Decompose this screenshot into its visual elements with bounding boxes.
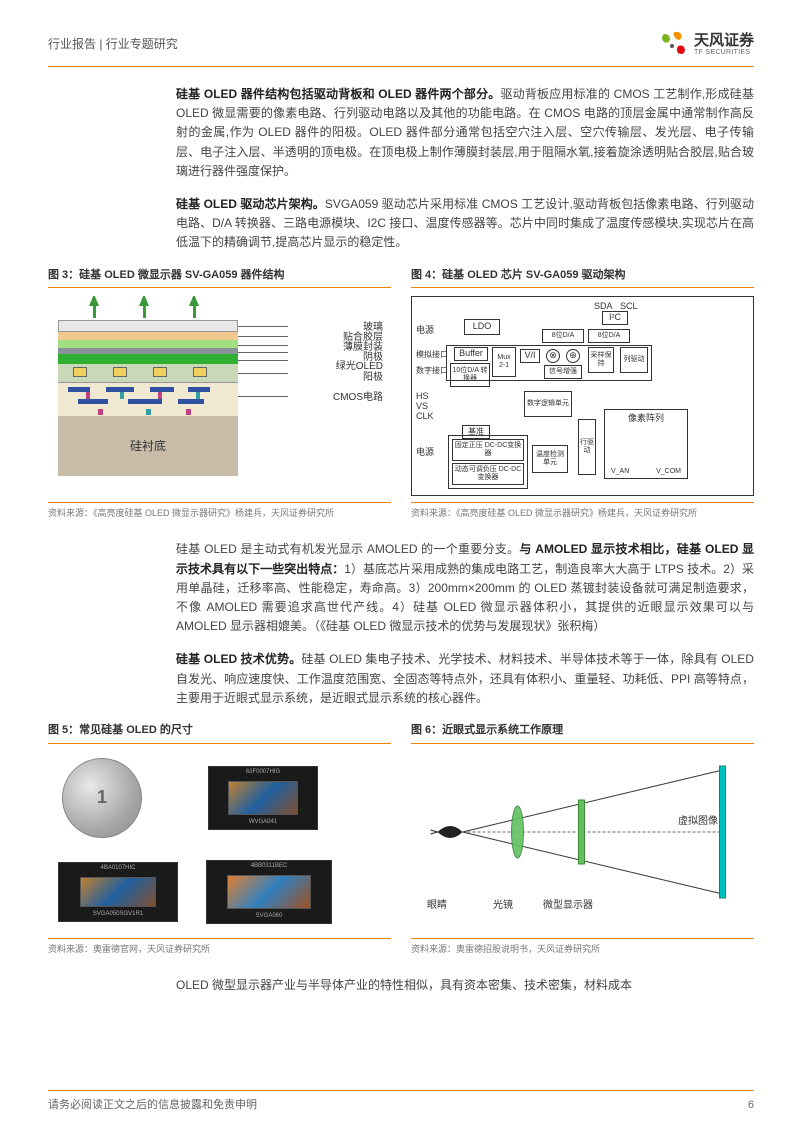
footer-page-num: 6: [748, 1097, 754, 1115]
fig3-source: 资料来源：《高亮度硅基 OLED 微显示器研究》杨建兵，天风证券研究所: [48, 502, 391, 520]
fig6-source: 资料来源：奥雷德招股说明书，天风证券研究所: [411, 938, 754, 956]
footer-disclaimer: 请务必阅读正文之后的信息披露和免责申明: [48, 1097, 257, 1115]
logo-text-en: TF SECURITIES: [694, 49, 750, 57]
fig3-body: 硅衬底 玻璃 贴合胶层 薄膜封装 阴极 绿光OLED 阳极 CMOS电路: [48, 296, 391, 496]
paragraph-2: 硅基 OLED 驱动芯片架构。SVGA059 驱动芯片采用标准 CMOS 工艺设…: [176, 195, 754, 253]
header-logo: 天风证券 TF SECURITIES: [658, 30, 754, 60]
fig6-title: 图 6：近眼式显示系统工作原理: [411, 722, 754, 744]
paragraph-5: OLED 微型显示器产业与半导体产业的特性相似，具有资本密集、技术密集，材料成本: [176, 976, 754, 995]
fig4-body: SDA SCL 电源 模拟接口 数字接口 HS VS CLK 电源 LDO I²…: [411, 296, 754, 496]
logo-text-cn: 天风证券: [694, 33, 754, 50]
fig5-body: 1 63F0007HIG WVGA041 4BA0107HIC SVGA050S…: [48, 752, 391, 932]
paragraph-4: 硅基 OLED 技术优势。硅基 OLED 集电子技术、光学技术、材料技术、半导体…: [176, 650, 754, 708]
figure-row-2: 图 5：常见硅基 OLED 的尺寸 1 63F0007HIG WVGA041 4…: [48, 722, 754, 970]
coin-image: 1: [62, 758, 142, 838]
fig4-source: 资料来源：《高亮度硅基 OLED 微显示器研究》杨建兵，天风证券研究所: [411, 502, 754, 520]
header-category: 行业报告 | 行业专题研究: [48, 35, 178, 54]
page-header: 行业报告 | 行业专题研究 天风证券 TF SECURITIES: [48, 30, 754, 67]
fig5-source: 资料来源：奥雷德官网，天风证券研究所: [48, 938, 391, 956]
logo-icon: [658, 30, 688, 60]
page-footer: 请务必阅读正文之后的信息披露和免责申明 6: [48, 1090, 754, 1115]
fig5-title: 图 5：常见硅基 OLED 的尺寸: [48, 722, 391, 744]
paragraph-3: 硅基 OLED 是主动式有机发光显示 AMOLED 的一个重要分支。与 AMOL…: [176, 540, 754, 636]
paragraph-1: 硅基 OLED 器件结构包括驱动背板和 OLED 器件两个部分。驱动背板应用标准…: [176, 85, 754, 181]
fig3-title: 图 3：硅基 OLED 微显示器 SV-GA059 器件结构: [48, 267, 391, 289]
figure-row-1: 图 3：硅基 OLED 微显示器 SV-GA059 器件结构: [48, 267, 754, 535]
fig4-title: 图 4：硅基 OLED 芯片 SV-GA059 驱动架构: [411, 267, 754, 289]
fig6-body: 眼睛 光镜 微型显示器 虚拟图像: [411, 752, 754, 932]
